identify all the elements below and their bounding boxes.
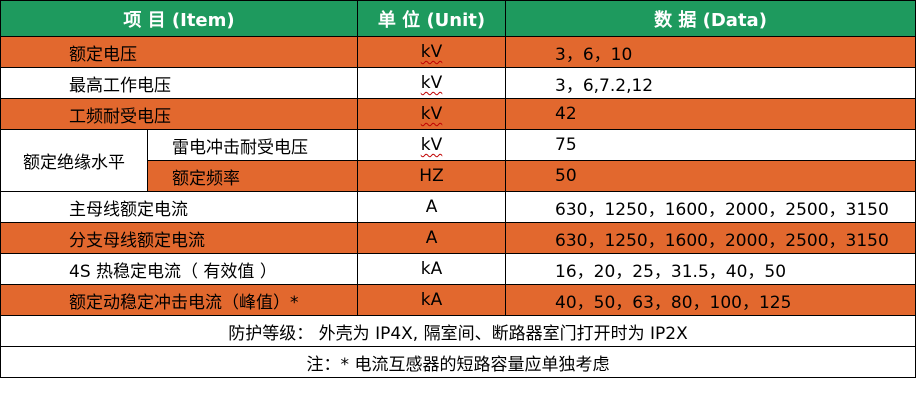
table-row: 4S 热稳定电流（ 有效值 ） kA 16，20，25，31.5，40，50 (0, 253, 917, 285)
row-data: 50 (505, 160, 917, 192)
specs-table: 项 目 (Item) 单 位 (Unit) 数 据 (Data) 额定电压 kV… (0, 0, 917, 378)
table-row: 额定绝缘水平 雷电冲击耐受电压 kV 75 (0, 129, 917, 192)
table-header-row: 项 目 (Item) 单 位 (Unit) 数 据 (Data) (0, 0, 917, 37)
table-note-row: 注：* 电流互感器的短路容量应单独考虑 (0, 346, 917, 378)
row-data: 75 (505, 129, 917, 161)
table-note-row: 防护等级： 外壳为 IP4X, 隔室间、断路器室门打开时为 IP2X (0, 315, 917, 347)
unit-text: kV (420, 135, 443, 155)
row-item: 工频耐受电压 (0, 98, 359, 130)
header-unit: 单 位 (Unit) (357, 0, 507, 37)
row-data: 630，1250，1600，2000，2500，3150 (505, 191, 917, 223)
table-row: 额定电压 kV 3，6，10 (0, 36, 917, 68)
unit-text: kV (420, 73, 443, 93)
row-item: 分支母线额定电流 (0, 222, 359, 254)
row-item: 4S 热稳定电流（ 有效值 ） (0, 253, 359, 285)
table-row: 额定频率 HZ 50 (1, 160, 917, 192)
row-data: 630，1250，1600，2000，2500，3150 (505, 222, 917, 254)
row-unit: HZ (357, 160, 507, 192)
unit-text: kV (420, 104, 443, 124)
table-row: 额定动稳定冲击电流（峰值）* kA 40，50，63，80，100，125 (0, 284, 917, 316)
row-unit: A (357, 191, 507, 223)
row-unit: A (357, 222, 507, 254)
row-unit: kV (357, 36, 507, 68)
protection-note: 防护等级： 外壳为 IP4X, 隔室间、断路器室门打开时为 IP2X (0, 315, 917, 347)
table-row: 最高工作电压 kV 3，6,7.2,12 (0, 67, 917, 99)
table-row: 分支母线额定电流 A 630，1250，1600，2000，2500，3150 (0, 222, 917, 254)
header-data: 数 据 (Data) (505, 0, 917, 37)
header-item: 项 目 (Item) (0, 0, 359, 37)
row-item: 主母线额定电流 (0, 191, 359, 223)
row-unit: kV (357, 67, 507, 99)
row-item: 额定动稳定冲击电流（峰值）* (0, 284, 359, 316)
row-data: 3，6,7.2,12 (505, 67, 917, 99)
row-item: 最高工作电压 (0, 67, 359, 99)
row-unit: kV (357, 129, 507, 161)
row-item: 雷电冲击耐受电压 (146, 129, 359, 161)
table-row: 主母线额定电流 A 630，1250，1600，2000，2500，3150 (0, 191, 917, 223)
row-item: 额定频率 (146, 160, 359, 192)
row-data: 16，20，25，31.5，40，50 (505, 253, 917, 285)
row-unit: kA (357, 284, 507, 316)
row-data: 42 (505, 98, 917, 130)
row-unit: kV (357, 98, 507, 130)
row-data: 3，6，10 (505, 36, 917, 68)
row-data: 40，50，63，80，100，125 (505, 284, 917, 316)
row-group-label: 额定绝缘水平 (0, 129, 148, 192)
unit-text: kV (420, 42, 443, 62)
remark-note: 注：* 电流互感器的短路容量应单独考虑 (0, 346, 917, 378)
row-item: 额定电压 (0, 36, 359, 68)
table-row: 工频耐受电压 kV 42 (0, 98, 917, 130)
row-unit: kA (357, 253, 507, 285)
